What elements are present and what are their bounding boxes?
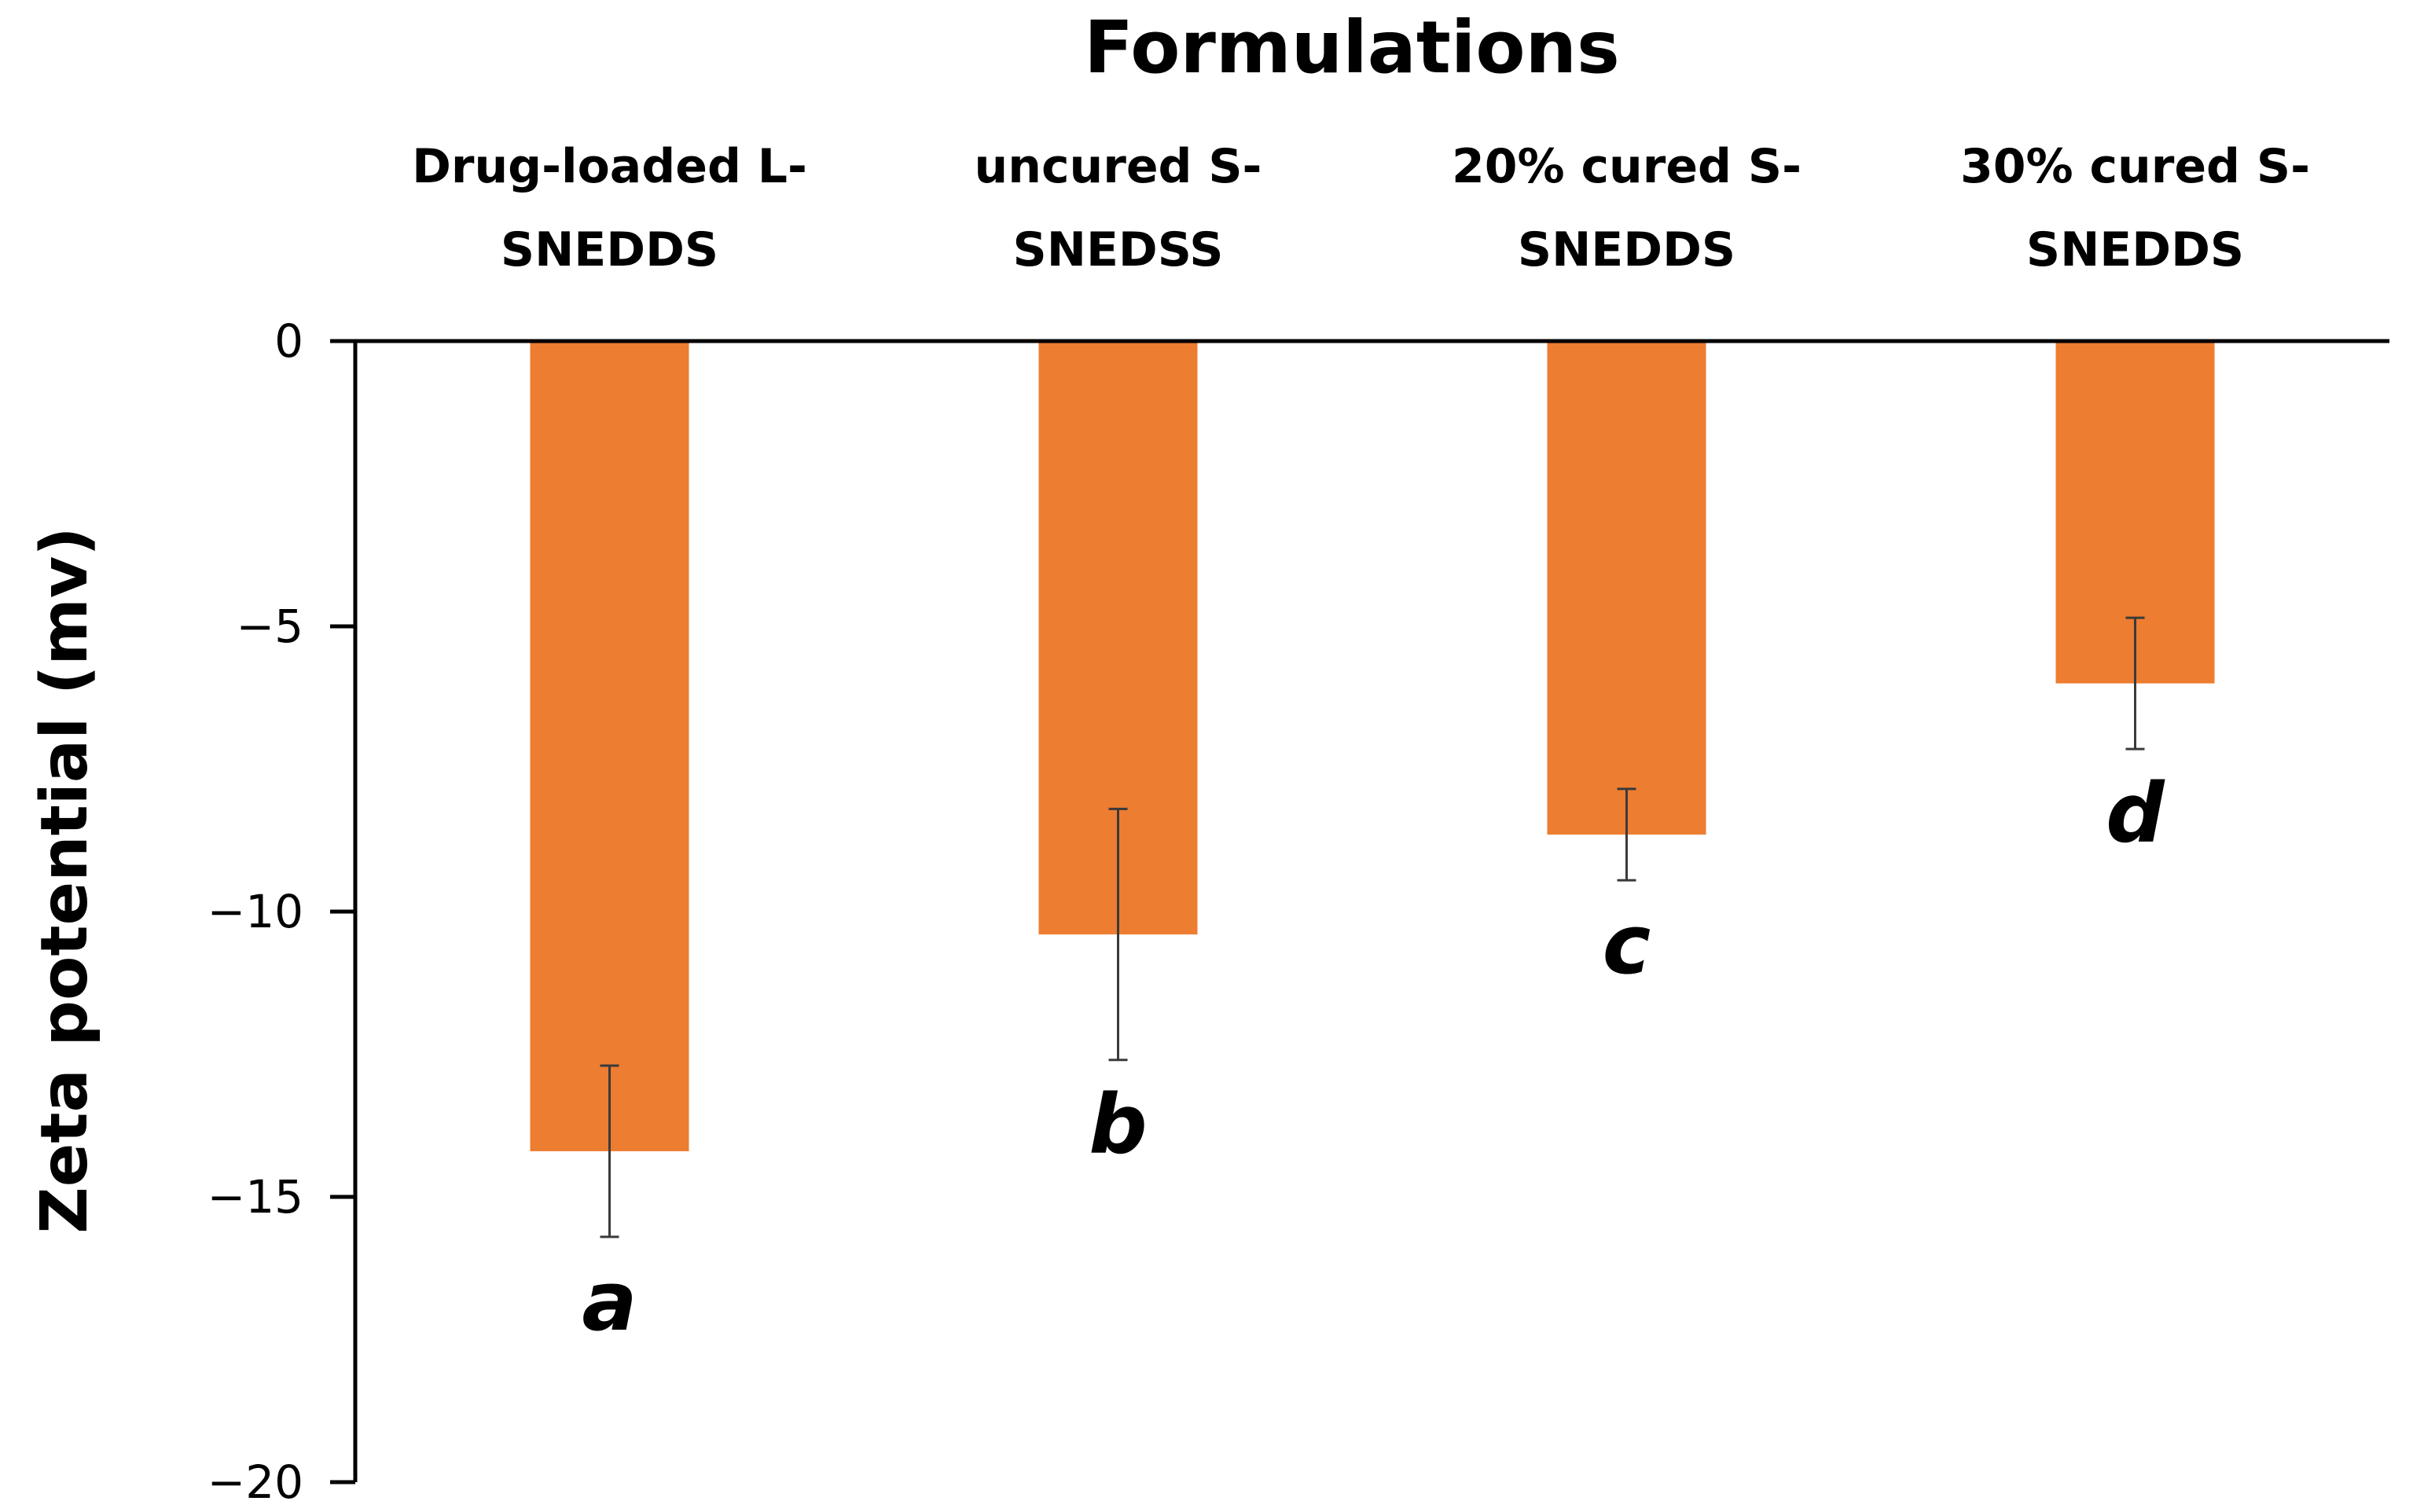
category-label: SNEDDS [1518, 222, 1735, 277]
error-bar [2125, 616, 2145, 750]
significance-letters: a b c d [582, 765, 2165, 1349]
bar [530, 341, 689, 1151]
y-axis-label: Zeta potential (mv) [28, 527, 102, 1234]
category-label: SNEDDS [2026, 222, 2244, 277]
error-bar [1108, 807, 1128, 1062]
category-labels: Drug-loaded L- SNEDDS uncured S- SNEDSS 20% … [412, 139, 2310, 277]
significance-letter: a [582, 1253, 637, 1349]
y-axis: 0 −5 −10 −15 −20 [208, 314, 358, 1509]
category-label: Drug-loaded L- [412, 139, 807, 194]
error-bars-layer [600, 616, 2145, 1239]
category-label: SNEDSS [1013, 222, 1224, 277]
category-label: uncured S- [975, 139, 1262, 194]
y-tick-label: −5 [237, 600, 304, 653]
y-tick-label: −20 [208, 1455, 303, 1509]
category-label: 30% cured S- [1960, 139, 2310, 194]
error-bar [1617, 787, 1636, 882]
y-tick-label: −10 [208, 885, 303, 938]
error-bar [600, 1064, 619, 1239]
significance-letter: c [1603, 897, 1651, 993]
y-tick-label: 0 [274, 314, 303, 368]
bar [1547, 341, 1706, 835]
bars-layer [530, 341, 2215, 1151]
significance-letter: b [1089, 1077, 1147, 1173]
category-label: 20% cured S- [1452, 139, 1801, 194]
significance-letter: d [2106, 765, 2165, 861]
category-label: SNEDDS [501, 222, 718, 277]
chart-title: Formulations [1084, 6, 1620, 90]
y-tick-label: −15 [208, 1170, 303, 1224]
